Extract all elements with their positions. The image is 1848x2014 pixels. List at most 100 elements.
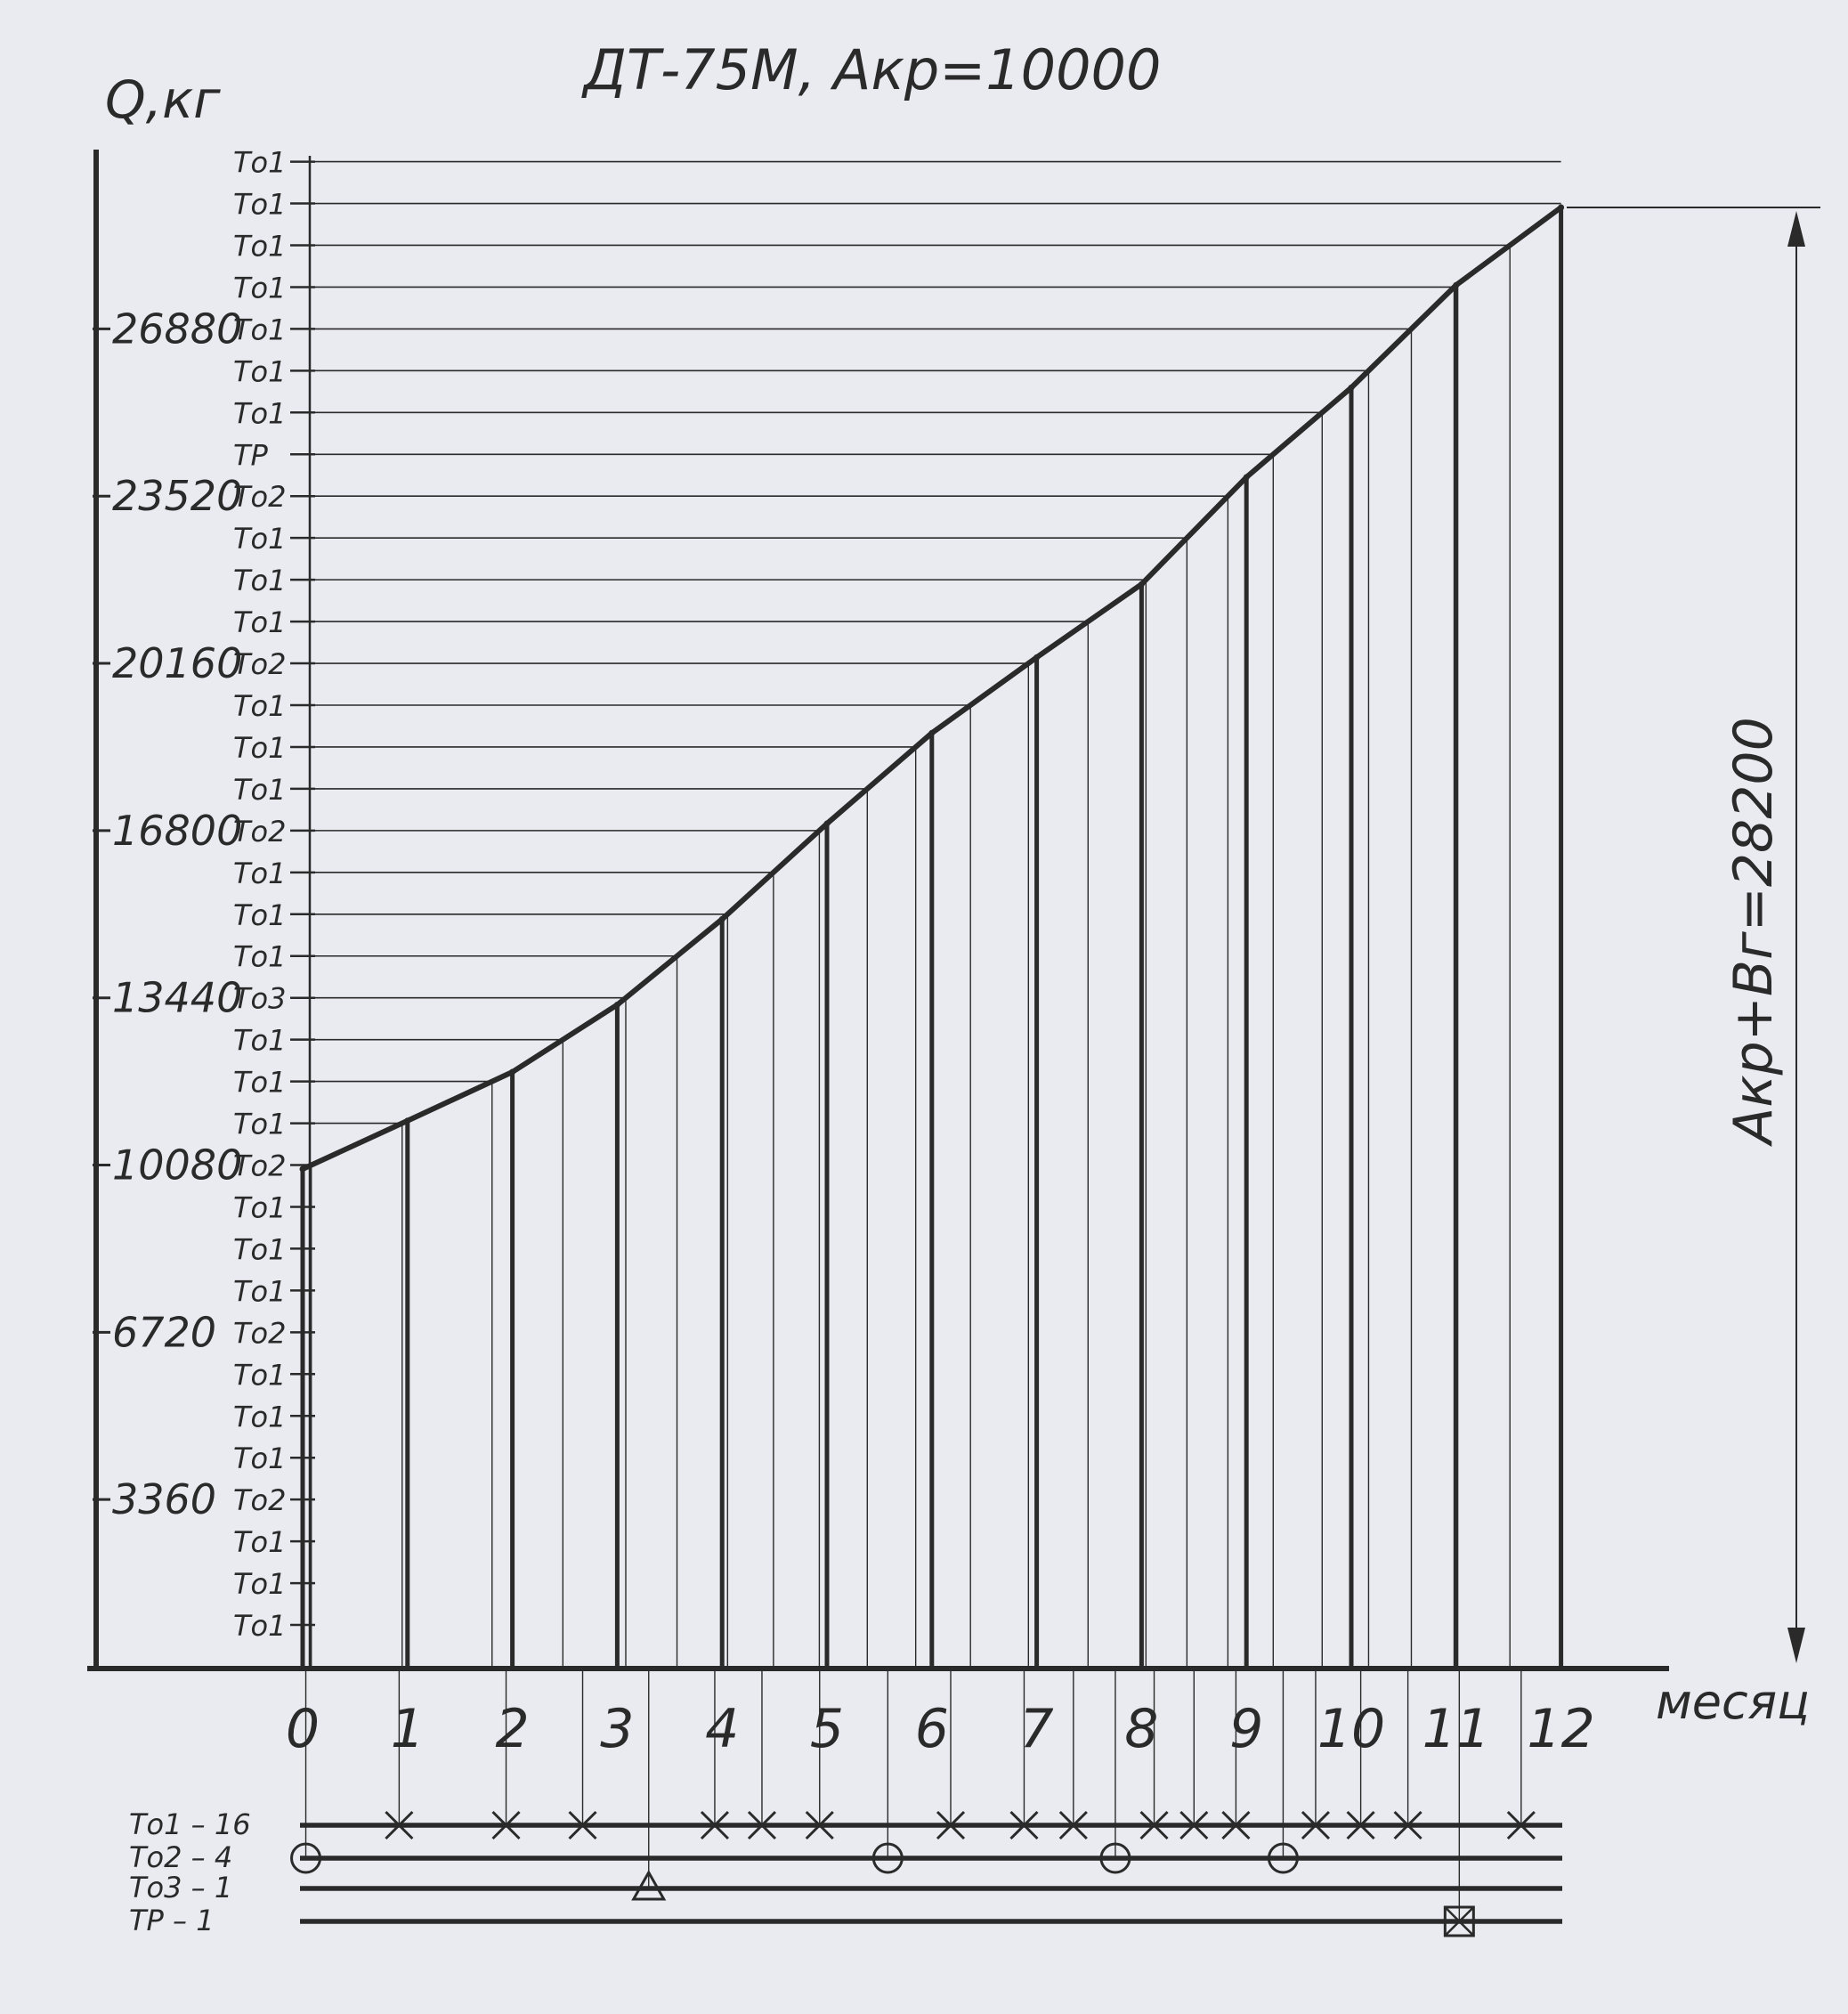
range-arrow-up — [1787, 211, 1805, 247]
x-tick-label: 6 — [915, 1698, 949, 1760]
service-label: То2 — [233, 1483, 286, 1517]
service-label: То1 — [233, 1441, 286, 1475]
range-arrow-down — [1787, 1628, 1805, 1663]
schedule-label: ТР – 1 — [129, 1904, 215, 1937]
data-point — [404, 1117, 411, 1125]
tr-marker — [1443, 1905, 1475, 1937]
x-tick-label: 11 — [1422, 1698, 1490, 1760]
y-tick-labels: 3360 6720 10080 13440 16800 20160 23520 26880 — [93, 305, 242, 1523]
x-tick-labels: 0 1 2 3 4 5 6 7 8 9 10 11 12 — [286, 1698, 1595, 1760]
to1-marker — [1009, 1810, 1039, 1840]
service-label: То1 — [233, 354, 286, 388]
schedule-label: То1 – 16 — [129, 1807, 251, 1841]
x-tick-label: 9 — [1229, 1698, 1263, 1760]
tr-marker-cross — [1444, 1906, 1475, 1937]
y-tick-label: 13440 — [112, 974, 242, 1022]
data-point — [718, 915, 725, 922]
to1-marker — [936, 1810, 966, 1840]
to2-marker — [290, 1842, 322, 1874]
data-point — [1138, 581, 1145, 588]
service-label: То1 — [233, 313, 286, 346]
to1-marker — [1301, 1810, 1331, 1840]
to1-marker — [385, 1810, 414, 1840]
to1-marker — [1179, 1810, 1209, 1840]
y-tick-label: 23520 — [112, 472, 242, 520]
service-label: То2 — [233, 1149, 286, 1183]
x-tick-label: 7 — [1020, 1698, 1054, 1760]
data-point — [1453, 281, 1460, 288]
y-axis-label: Q,кг — [105, 69, 221, 130]
data-point — [928, 729, 936, 736]
side-annotation-label: Акр+Вг=28200 — [1722, 717, 1785, 1147]
to1-marker — [1058, 1810, 1088, 1840]
x-axis-label: месяц — [1656, 1674, 1810, 1730]
x-tick-label: 1 — [391, 1698, 425, 1760]
service-label: То3 — [233, 982, 286, 1016]
data-point — [823, 820, 831, 827]
to3-marker — [631, 1869, 667, 1901]
service-label: То1 — [233, 1024, 286, 1058]
service-label: То1 — [233, 940, 286, 974]
data-point — [299, 1165, 306, 1173]
service-label: То2 — [233, 647, 286, 681]
to1-marker — [1139, 1810, 1169, 1840]
data-point — [509, 1068, 516, 1076]
service-label: То2 — [233, 480, 286, 514]
service-label: То1 — [233, 1066, 286, 1100]
service-label: То1 — [233, 188, 286, 222]
data-point — [613, 1002, 620, 1009]
to2-marker — [1099, 1842, 1131, 1874]
to1-marker — [1346, 1810, 1375, 1840]
service-label: То1 — [233, 857, 286, 890]
x-tick-label: 12 — [1527, 1698, 1594, 1760]
y-tick-label: 3360 — [112, 1475, 216, 1523]
service-label: То1 — [233, 564, 286, 597]
service-label: То1 — [233, 271, 286, 305]
service-label: То1 — [233, 396, 286, 430]
y-tick-label: 6720 — [112, 1308, 216, 1356]
x-tick-label: 2 — [496, 1698, 530, 1760]
service-label: То1 — [233, 731, 286, 765]
service-label: То2 — [233, 815, 286, 849]
x-tick-label: 4 — [705, 1698, 739, 1760]
service-label: То1 — [233, 522, 286, 556]
schedule-label: То2 – 4 — [129, 1840, 232, 1874]
x-tick-label: 10 — [1317, 1698, 1385, 1760]
x-tick-label: 3 — [600, 1698, 634, 1760]
chart-title: ДТ-75М, Акр=10000 — [581, 37, 1162, 102]
service-label: То1 — [233, 1358, 286, 1392]
service-label: То1 — [233, 773, 286, 807]
service-label: То1 — [233, 1190, 286, 1224]
to1-marker — [1506, 1810, 1536, 1840]
x-tick-label: 0 — [286, 1698, 320, 1760]
x-tick-label: 8 — [1124, 1698, 1158, 1760]
service-label: То2 — [233, 1316, 286, 1350]
service-label: То1 — [233, 1525, 286, 1559]
service-label: То1 — [233, 1108, 286, 1141]
y-tick-label: 20160 — [112, 639, 242, 687]
service-label: То1 — [233, 898, 286, 932]
data-point — [1033, 654, 1041, 661]
service-label: То1 — [233, 229, 286, 263]
y-tick-label: 26880 — [112, 305, 242, 353]
to1-marker — [1393, 1810, 1422, 1840]
schedule-label: То3 – 1 — [129, 1871, 232, 1904]
service-labels: То1 То1 То1 То2 То1 То1 То1 То2 То1 То1 То1 То2 То1 Т… — [233, 146, 286, 1643]
service-label: То1 — [233, 689, 286, 723]
y-tick-label: 10080 — [112, 1141, 242, 1190]
service-label: То1 — [233, 1232, 286, 1266]
data-point — [1243, 474, 1250, 481]
x-tick-label: 5 — [810, 1698, 844, 1760]
to1-marker — [747, 1810, 777, 1840]
range-annotation — [1567, 207, 1820, 1663]
to1-marker — [568, 1810, 597, 1840]
month-grid-lines — [300, 207, 1564, 1667]
service-label: То1 — [233, 1567, 286, 1601]
series-line — [299, 204, 1565, 1173]
to1-marker — [700, 1810, 730, 1840]
to2-marker — [1267, 1842, 1299, 1874]
to1-marker — [491, 1810, 521, 1840]
